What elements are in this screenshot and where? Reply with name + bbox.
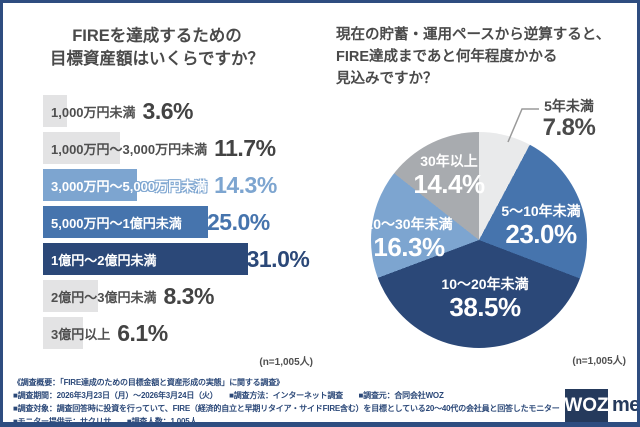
pie-slice-value: 16.3% xyxy=(373,231,445,262)
bar-value: 31.0% xyxy=(246,245,310,272)
bar xyxy=(43,169,138,201)
pie-slice-label: 5〜10年未満 23.0% xyxy=(481,203,601,249)
bar-row: 2億円〜3億円未満 8.3% xyxy=(43,280,323,312)
pie-chart-title-line3: 見込みですか？ xyxy=(336,71,438,87)
bar-row: 5,000万円〜1億円未満 25.0% xyxy=(43,206,323,238)
bar-chart-title-line1: FIREを達成するための xyxy=(72,27,242,45)
bar-chart-sample-note: (n=1,005人) xyxy=(259,357,313,368)
pie-chart-title-line2: FIRE達成まであと何年程度かかる xyxy=(336,49,558,65)
woz-logo-mark: WOZ xyxy=(564,389,609,422)
bar-row: 1,000万円〜3,000万円未満 11.7% xyxy=(43,132,323,164)
bar-row: 1億円〜2億円未満 31.0% xyxy=(43,243,323,275)
bar-value: 8.3% xyxy=(163,282,214,309)
pie-slice-name: 10〜20年未満 xyxy=(441,276,529,292)
bar xyxy=(43,317,84,349)
bar-label: 1億円〜2億円未満 xyxy=(51,252,157,268)
pie-slice-name: 30年以上 xyxy=(420,153,478,169)
pie-chart xyxy=(371,132,587,348)
bar xyxy=(43,132,121,164)
bar-label: 1,000万円未満 xyxy=(51,104,136,120)
bar-label: 3,000万円〜5,000万円未満 xyxy=(51,178,208,194)
pie-slice-name: 20〜30年未満 xyxy=(365,216,453,232)
survey-notes: 《調査概要：「FIRE達成のための目標金額と資産形成の実態」に関する調査》 ■調査… xyxy=(13,376,565,426)
woz-media-logo: WOZ media xyxy=(564,389,640,422)
bar-chart-title-line2: 目標資産額はいくらですか？ xyxy=(49,50,264,68)
pie-chart-sample-note: (n=1,005人) xyxy=(572,356,626,367)
survey-note-line: ■調査期間：2026年3月23日（月）〜2026年3月24日（火） ■調査方法：… xyxy=(13,391,444,400)
bar-chart-title: FIREを達成するための 目標資産額はいくらですか？ xyxy=(31,25,283,71)
pie-slice-label: 30年以上 14.4% xyxy=(389,153,509,199)
pie-slice-name: 5〜10年未満 xyxy=(501,203,581,219)
bar xyxy=(43,206,208,238)
bar-label: 5,000万円〜1億円未満 xyxy=(51,215,182,231)
pie-slice-value: 23.0% xyxy=(505,218,577,249)
pie-slice-label: 10〜20年未満 38.5% xyxy=(425,276,545,322)
bar-value: 14.3% xyxy=(214,171,277,198)
bar-value: 6.1% xyxy=(117,319,168,346)
pie-slice-value: 14.4% xyxy=(413,168,485,199)
pie-slice-name: 5年未満 xyxy=(544,98,594,114)
bar-label: 3億円以上 xyxy=(51,326,111,342)
pie-slice-value: 7.8% xyxy=(542,113,596,141)
pie-slice-label: 5年未満 7.8% xyxy=(509,98,629,142)
pie-chart-title: 現在の貯蓄・運用ペースから逆算すると、 FIRE達成まであと何年程度かかる 見込… xyxy=(336,24,636,90)
bar-value: 11.7% xyxy=(214,134,276,161)
bar xyxy=(43,243,248,275)
survey-note-line: ■モニター提供元：サクリサ ■調査人数：1,005人 xyxy=(13,417,198,426)
bar xyxy=(43,95,67,127)
bar-row: 3,000万円〜5,000万円未満 14.3% xyxy=(43,169,323,201)
survey-note-line: ■調査対象：調査回答時に投資を行っていて、FIRE（経済的自立と早期リタイア・サ… xyxy=(13,404,560,413)
bar xyxy=(43,280,98,312)
bar-chart: 1,000万円未満 3.6% 1,000万円〜3,000万円未満 11.7% 3,000… xyxy=(43,95,323,354)
survey-note-line: 《調査概要：「FIRE達成のための目標金額と資産形成の実態」に関する調査》 xyxy=(13,378,284,387)
bar-row: 1,000万円未満 3.6% xyxy=(43,95,323,127)
bar-value: 25.0% xyxy=(207,208,270,235)
bar-row: 3億円以上 6.1% xyxy=(43,317,323,349)
pie-slice-label: 20〜30年未満 16.3% xyxy=(349,216,469,262)
bar-value: 3.6% xyxy=(142,97,194,124)
woz-logo-text: media xyxy=(612,394,640,416)
bar-label: 2億円〜3億円未満 xyxy=(51,289,157,305)
pie-chart-title-line1: 現在の貯蓄・運用ペースから逆算すると、 xyxy=(336,27,611,43)
pie-slice-value: 38.5% xyxy=(449,291,521,322)
bar-label: 1,000万円〜3,000万円未満 xyxy=(51,141,208,157)
